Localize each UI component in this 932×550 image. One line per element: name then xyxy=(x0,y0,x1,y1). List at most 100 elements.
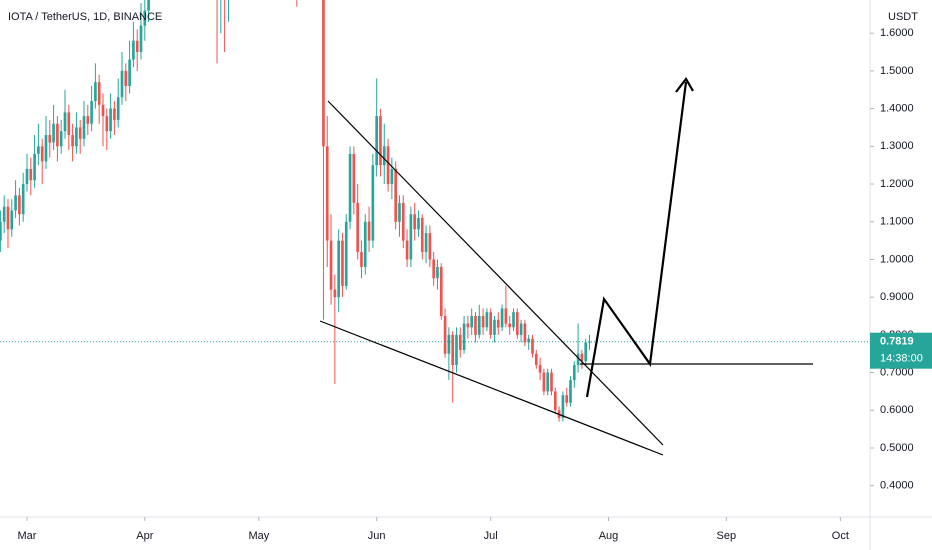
drawings xyxy=(319,77,813,456)
candle-body xyxy=(546,372,550,392)
candle-body xyxy=(489,312,493,335)
candle-body xyxy=(458,334,462,350)
candle-body xyxy=(56,123,59,147)
candle-body xyxy=(512,312,515,328)
candle-body xyxy=(352,153,356,203)
y-tick-label: 1.2000 xyxy=(880,178,914,190)
candle-body xyxy=(550,372,553,392)
x-tick-label: Jul xyxy=(484,530,498,542)
candle-body xyxy=(25,168,29,185)
candle-body xyxy=(584,342,588,362)
y-tick-label: 0.9000 xyxy=(880,291,914,303)
candle-body xyxy=(113,108,116,120)
candle-body xyxy=(569,380,572,403)
candle-body xyxy=(436,266,439,279)
candle-body xyxy=(2,206,6,222)
y-tick-label: 1.3000 xyxy=(880,140,914,152)
candle-body xyxy=(90,101,93,124)
candle-body xyxy=(21,184,25,215)
candle-body xyxy=(466,323,470,328)
candle-body xyxy=(538,365,542,373)
y-tick-label: 1.6000 xyxy=(880,27,914,39)
countdown-label: 14:38:00 xyxy=(880,353,923,365)
candle-body xyxy=(409,214,413,260)
last-price-label: 0.7819 xyxy=(880,336,914,348)
projection-path xyxy=(585,81,688,398)
candle-body xyxy=(531,338,534,354)
candle-body xyxy=(462,323,466,350)
candle-body xyxy=(360,251,363,267)
candle-body xyxy=(493,319,496,335)
candle-body xyxy=(109,108,112,132)
candle-body xyxy=(561,395,565,418)
candle-body xyxy=(382,146,386,166)
candle-body xyxy=(375,116,378,166)
y-tick-label: 0.5000 xyxy=(880,442,914,454)
candle-body xyxy=(542,372,546,392)
y-tick-label: 1.0000 xyxy=(880,253,914,265)
candle-body xyxy=(394,168,397,222)
x-tick-label: Sep xyxy=(717,530,737,542)
symbol-title: IOTA / TetherUS, 1D, BINANCE xyxy=(8,11,162,23)
candle-body xyxy=(86,116,90,124)
candle-body xyxy=(29,168,33,181)
candle-body xyxy=(447,334,451,354)
candle-body xyxy=(379,116,382,166)
candle-body xyxy=(580,353,584,362)
candle-body xyxy=(424,233,428,252)
candle-body xyxy=(481,316,485,328)
candle-body xyxy=(576,353,580,366)
candle-body xyxy=(496,319,500,328)
candle-body xyxy=(470,316,474,328)
candle-body xyxy=(341,240,344,286)
candle-body xyxy=(485,312,489,328)
candle-body xyxy=(428,233,432,260)
candle-body xyxy=(120,70,124,98)
candle-body xyxy=(14,195,17,211)
candle-body xyxy=(75,127,78,147)
candle-body xyxy=(356,202,359,252)
candle-body xyxy=(527,338,531,343)
candle-body xyxy=(124,70,128,86)
candle-body xyxy=(0,221,2,241)
candle-body xyxy=(348,153,352,222)
candle-body xyxy=(508,323,512,328)
candle-body xyxy=(386,146,390,185)
candle-body xyxy=(515,312,519,335)
candle-body xyxy=(371,165,375,241)
candle-body xyxy=(94,82,97,102)
candle-body xyxy=(500,308,504,328)
candles xyxy=(0,0,870,422)
x-tick-label: Jun xyxy=(368,530,386,542)
candle-body xyxy=(443,316,447,354)
candle-body xyxy=(439,266,443,317)
candle-body xyxy=(33,153,36,181)
candle-body xyxy=(413,214,416,230)
upper-trendline xyxy=(327,100,664,446)
candle-body xyxy=(504,308,508,324)
x-tick-label: Mar xyxy=(18,530,37,542)
y-tick-label: 1.1000 xyxy=(880,216,914,228)
candle-body xyxy=(78,127,82,139)
x-tick-label: Oct xyxy=(832,530,849,542)
candle-body xyxy=(322,0,325,147)
candle-body xyxy=(390,168,394,185)
candle-body xyxy=(82,116,86,139)
candle-body xyxy=(6,206,10,230)
candle-body xyxy=(477,316,481,335)
candle-body xyxy=(135,40,139,53)
y-tick-label: 0.4000 xyxy=(880,480,914,492)
candle-body xyxy=(139,25,143,53)
candle-body xyxy=(337,240,340,298)
candle-body xyxy=(344,221,348,286)
candle-body xyxy=(143,10,147,26)
candle-body xyxy=(451,334,455,366)
x-tick-label: Aug xyxy=(599,530,619,542)
lower-trendline xyxy=(319,320,664,456)
candle-body xyxy=(52,123,55,143)
x-tick-label: May xyxy=(248,530,269,542)
candle-body xyxy=(401,202,405,241)
y-tick-label: 1.4000 xyxy=(880,103,914,115)
